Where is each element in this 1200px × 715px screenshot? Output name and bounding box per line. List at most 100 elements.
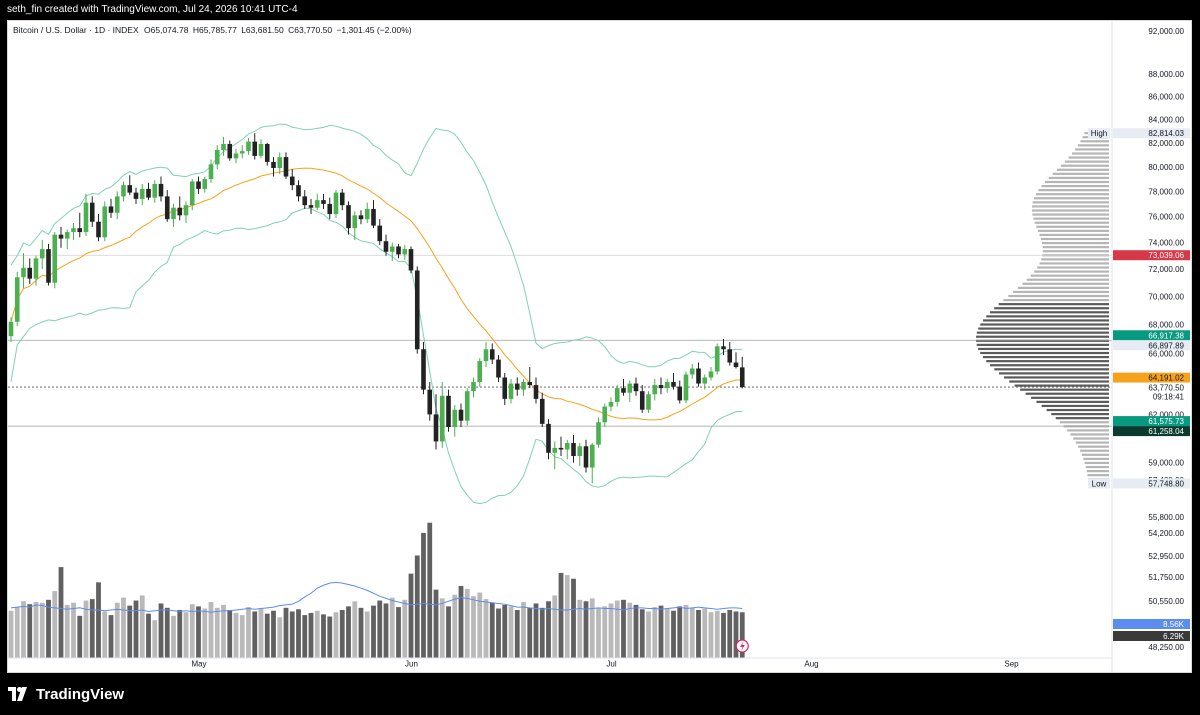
candle-body [96,221,101,238]
candle [702,374,708,390]
price-tag-text: 73,039.06 [1148,251,1184,260]
candle-body [77,228,83,233]
price-tag: 8.56K [1113,619,1190,629]
volume-bar [527,607,533,658]
candle [327,197,333,220]
bollinger-upper-line [10,123,743,368]
candle-body [671,382,676,387]
candle-body [414,270,420,350]
candle [152,180,158,203]
volume-bar [352,601,358,658]
volume-profile-bar [1073,437,1109,440]
volume-bar [389,597,395,658]
y-tick-label: 80,000.00 [1148,163,1184,172]
candle [671,372,676,390]
volume-profile-bar [1059,421,1109,424]
volume-profile-bar [1036,400,1109,403]
volume-bar [458,586,464,658]
volume-profile-bar [998,372,1109,375]
candle [196,176,201,194]
volume-profile-bar [1083,457,1109,460]
volume-profile-bar [998,303,1109,306]
candle-body [552,447,558,453]
volume-bar [539,607,545,658]
price-tag-label-bg [1088,478,1110,489]
candle [564,439,570,460]
candle [646,391,651,413]
candle [458,403,464,428]
volume-bar [602,606,608,658]
candle [546,419,551,460]
candle-body [646,394,651,410]
volume-bar [296,609,301,658]
volume-profile-bar [980,323,1109,326]
y-tick-label: 59,000.00 [1148,459,1184,468]
price-tag-label: Low [1092,479,1107,488]
candle [533,377,539,404]
candle [83,193,89,236]
volume-profile-bar [1087,474,1109,477]
candle [496,355,501,383]
brand-name: TradingView [36,685,125,703]
candle [596,417,601,448]
candle-body [33,258,39,279]
chart-panel[interactable]: May Jun Jul Aug Sep 92,000.00 88,000.00 86,000.… [7,20,1192,673]
volume-bar [489,602,495,658]
candle [446,389,451,432]
volume-bar [8,610,14,658]
price-tag: 61,575.73 [1113,416,1190,427]
y-tick-label: 84,000.00 [1148,115,1184,124]
volume-bar [346,606,351,658]
candle-body [277,157,283,168]
volume-bar [589,598,595,658]
candle [514,377,520,396]
candle [358,210,364,225]
candle [208,159,214,183]
volume-bar [302,615,308,658]
volume-profile-bar [1084,461,1109,465]
volume-bar [702,608,708,658]
price-tag-label-bg [1088,128,1110,139]
candle-body [321,200,326,204]
candle-body [283,157,289,177]
candle-body [546,423,551,453]
candle [483,341,489,368]
candle-body [621,388,626,393]
volume-profile-bar [1013,290,1109,294]
volume-bar [208,602,214,658]
volume-bar [177,610,183,658]
volume-profile-bar [1046,408,1109,412]
candle [108,198,114,218]
change-value: −1,301.45 (−2.00%) [336,25,412,35]
volume-bar [383,603,389,658]
volume-profile-bar [1055,417,1109,420]
candle-body [364,208,370,220]
volume-bar [714,610,720,658]
volume-bar [277,617,283,658]
tradingview-brand[interactable]: TradingView [8,685,124,703]
candle-body [521,382,526,390]
candle [8,317,14,342]
volume-bar [39,602,45,658]
candlestick-chart[interactable]: May Jun Jul Aug Sep 92,000.00 88,000.00 86,000.… [8,21,1191,672]
price-tag-bg [1113,128,1190,139]
candle-body [39,249,45,259]
candle-body [696,368,701,384]
volume-bar [396,607,401,658]
candle-body [333,192,339,215]
volume-profile-bar [1003,298,1109,302]
candle-body [227,143,233,159]
volume-bar [171,615,176,658]
candle-body [27,267,33,279]
volume-bar [214,607,220,658]
candle-body [583,446,589,468]
volume-bar [402,599,408,658]
price-tag-text: 61,258.04 [1148,427,1184,436]
candle [339,188,345,211]
candle [227,140,233,161]
volume-bar [721,612,726,658]
candle-body [327,203,333,215]
volume-profile-bar [1044,180,1109,184]
volume-bar [514,610,520,658]
candle-body [52,234,58,283]
